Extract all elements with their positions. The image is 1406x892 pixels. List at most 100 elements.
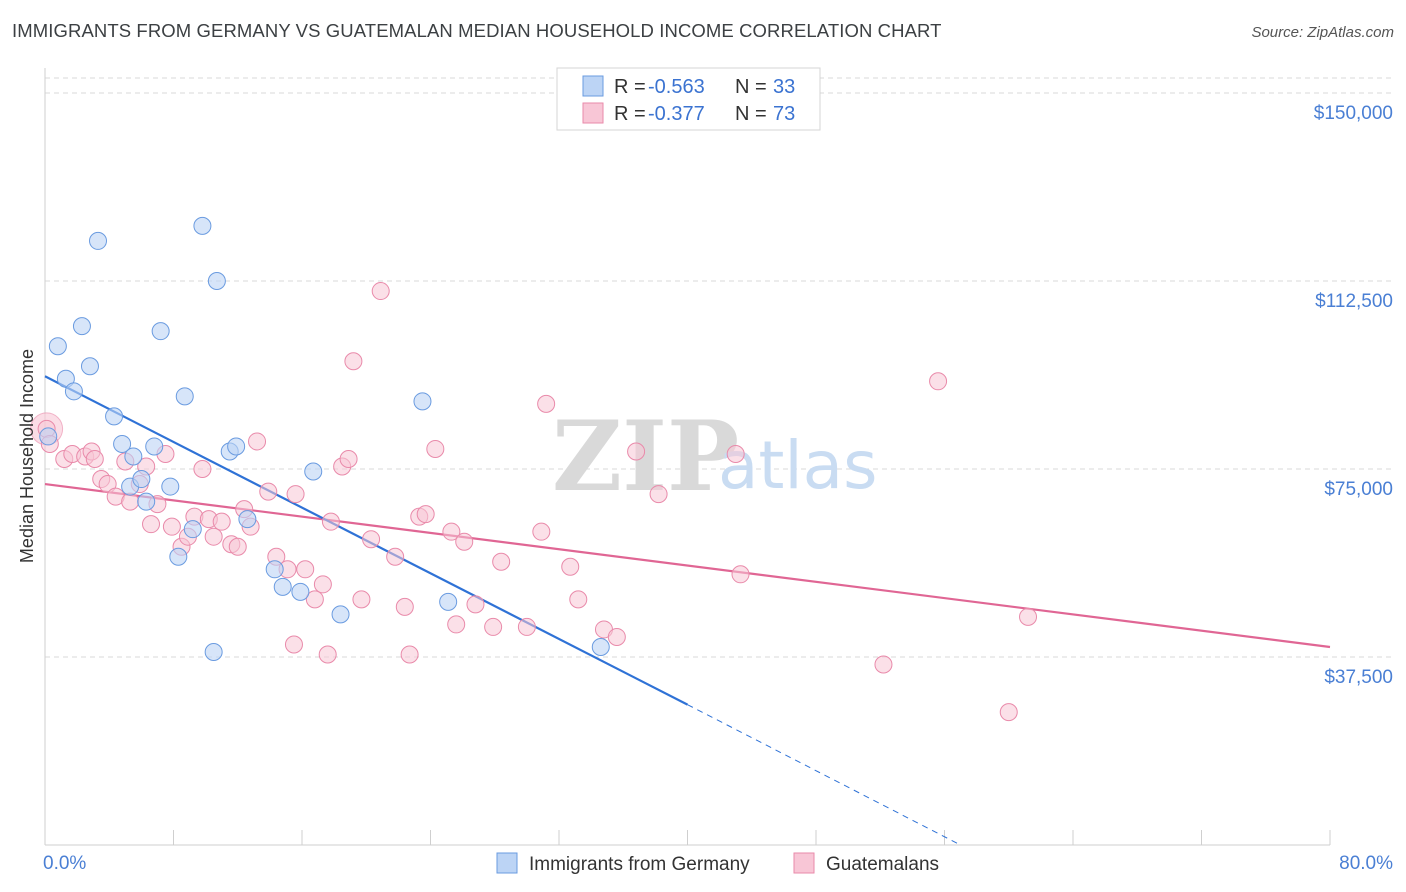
germany-point: [39, 427, 58, 446]
data-points: [30, 216, 1038, 722]
germany-point: [105, 407, 124, 426]
guatemalans-point: [259, 482, 278, 501]
germany-point: [113, 434, 132, 453]
chart-title: IMMIGRANTS FROM GERMANY VS GUATEMALAN ME…: [12, 20, 942, 41]
germany-point: [273, 577, 292, 596]
guatemalans-point: [386, 547, 405, 566]
guatemalans-point: [85, 449, 104, 468]
guatemalans-point: [400, 645, 419, 664]
guatemalans-point: [204, 527, 223, 546]
legend-n-value-1: 33: [773, 76, 795, 98]
germany-point: [183, 520, 202, 539]
germany-point: [80, 357, 99, 376]
germany-point: [331, 605, 350, 624]
guatemalans-point: [1019, 607, 1038, 626]
guatemalans-point: [339, 449, 358, 468]
legend-r-label-2: R =: [614, 103, 646, 125]
guatemalans-point: [162, 517, 181, 536]
legend-r-label-1: R =: [614, 76, 646, 98]
germany-point: [238, 510, 257, 529]
series-legend: Immigrants from Germany Guatemalans: [496, 852, 939, 875]
guatemalans-point: [649, 485, 668, 504]
germany-point: [64, 382, 83, 401]
guatemalans-point: [874, 655, 893, 674]
guatemalans-point: [999, 703, 1018, 722]
germany-point: [291, 582, 310, 601]
guatemalans-point: [484, 617, 503, 636]
guatemalans-point: [352, 590, 371, 609]
y-tick-labels: $37,500 $75,000 $112,500 $150,000: [1314, 103, 1393, 688]
guatemalans-point: [492, 552, 511, 571]
legend-n-label-2: N =: [735, 103, 767, 125]
guatemalans-point: [537, 394, 556, 413]
guatemalans-point: [416, 505, 435, 524]
germany-point: [72, 317, 91, 336]
guatemalans-point: [569, 590, 588, 609]
y-tick-label: $75,000: [1324, 479, 1393, 500]
germany-point: [151, 322, 170, 341]
guatemalans-point: [929, 372, 948, 391]
germany-point: [193, 216, 212, 235]
guatemalans-point: [561, 557, 580, 576]
guatemalans-trend-line: [44, 482, 1331, 649]
guatemalans-point: [371, 282, 390, 301]
germany-point: [265, 560, 284, 579]
guatemalans-point: [731, 565, 750, 584]
source-label: Source: ZipAtlas.com: [1251, 24, 1394, 41]
germany-point: [161, 477, 180, 496]
guatemalans-point: [455, 532, 474, 551]
guatemalans-point: [532, 522, 551, 541]
guatemalans-point: [296, 560, 315, 579]
x-tick-label: 80.0%: [1339, 853, 1393, 874]
guatemalans-point: [466, 595, 485, 614]
watermark: ZIP atlas: [552, 400, 878, 513]
germany-point: [169, 547, 188, 566]
bottom-legend-swatch-germany: [496, 852, 518, 874]
legend-swatch-guatemalans: [582, 102, 604, 124]
guatemalans-point: [607, 627, 626, 646]
y-tick-label: $112,500: [1315, 291, 1393, 312]
guatemalans-point: [313, 575, 332, 594]
germany-point: [413, 392, 432, 411]
watermark-atlas: atlas: [718, 427, 878, 504]
legend-r-value-2: -0.377: [648, 103, 705, 125]
germany-point: [137, 492, 156, 511]
germany-point: [48, 337, 67, 356]
guatemalans-point: [362, 530, 381, 549]
guatemalans-point: [442, 522, 461, 541]
guatemalans-point: [305, 590, 324, 609]
germany-point: [132, 470, 151, 489]
guatemalans-point: [121, 492, 140, 511]
guatemalans-point: [228, 537, 247, 556]
guatemalans-point: [344, 352, 363, 371]
guatemalans-point: [517, 617, 536, 636]
germany-point: [204, 642, 223, 661]
germany-point: [227, 437, 246, 456]
correlation-legend: R = -0.563 N = 33 R = -0.377 N = 73: [556, 67, 821, 131]
guatemalans-point: [426, 439, 445, 458]
y-axis-label: Median Household Income: [17, 349, 37, 563]
germany-point: [175, 387, 194, 406]
germany-point: [207, 272, 226, 291]
guatemalans-point: [321, 512, 340, 531]
guatemalans-point: [447, 615, 466, 634]
x-tick-label: 0.0%: [43, 853, 86, 874]
guatemalans-point: [284, 635, 303, 654]
legend-r-value-1: -0.563: [648, 76, 705, 98]
guatemalans-point: [142, 515, 161, 534]
germany-point: [145, 437, 164, 456]
guatemalans-point: [248, 432, 267, 451]
germany-point: [439, 592, 458, 611]
guatemalans-point: [193, 460, 212, 479]
bottom-legend-guatemalans: Guatemalans: [826, 854, 939, 875]
germany-point: [124, 447, 143, 466]
x-tick-labels: 0.0% 80.0%: [43, 853, 1393, 874]
legend-n-value-2: 73: [773, 103, 795, 125]
bottom-legend-germany: Immigrants from Germany: [529, 854, 750, 875]
watermark-zip: ZIP: [552, 400, 739, 513]
guatemalans-point: [286, 485, 305, 504]
bottom-legend-swatch-guatemalans: [793, 852, 815, 874]
y-tick-label: $150,000: [1314, 103, 1393, 124]
y-tick-label: $37,500: [1324, 667, 1393, 688]
guatemalans-point: [212, 512, 231, 531]
